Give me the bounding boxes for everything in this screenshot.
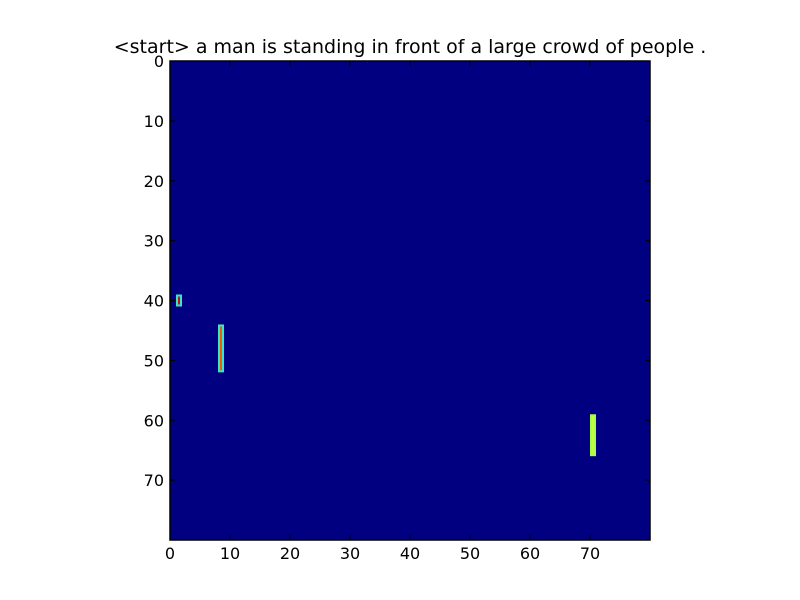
y-tick-label: 30	[144, 232, 164, 251]
y-tick-label: 60	[144, 411, 164, 430]
heatmap-hotspot-core	[220, 326, 222, 371]
heatmap-hotspot-core	[178, 296, 180, 305]
y-tick-label: 70	[144, 471, 164, 490]
x-tick-label: 10	[220, 544, 240, 563]
x-tick-label: 40	[400, 544, 420, 563]
y-tick-label: 20	[144, 172, 164, 191]
x-tick-label: 50	[460, 544, 480, 563]
heatmap-background	[170, 61, 650, 540]
axis-ticks: 0 10 20 30 40 50 60 70 0 10 20 30 40 50 60 70	[144, 52, 650, 563]
y-tick-label: 0	[154, 52, 164, 71]
plot-area	[169, 60, 651, 541]
x-tick-label: 60	[520, 544, 540, 563]
y-tick-label: 40	[144, 292, 164, 311]
heatmap-hotspot-core	[592, 416, 594, 455]
y-tick-label: 10	[144, 112, 164, 131]
y-tick-label: 50	[144, 351, 164, 370]
x-tick-label: 30	[340, 544, 360, 563]
x-tick-label: 20	[280, 544, 300, 563]
x-tick-label: 70	[580, 544, 600, 563]
x-tick-label: 0	[165, 544, 175, 563]
chart-title: <start> a man is standing in front of a …	[114, 36, 707, 58]
